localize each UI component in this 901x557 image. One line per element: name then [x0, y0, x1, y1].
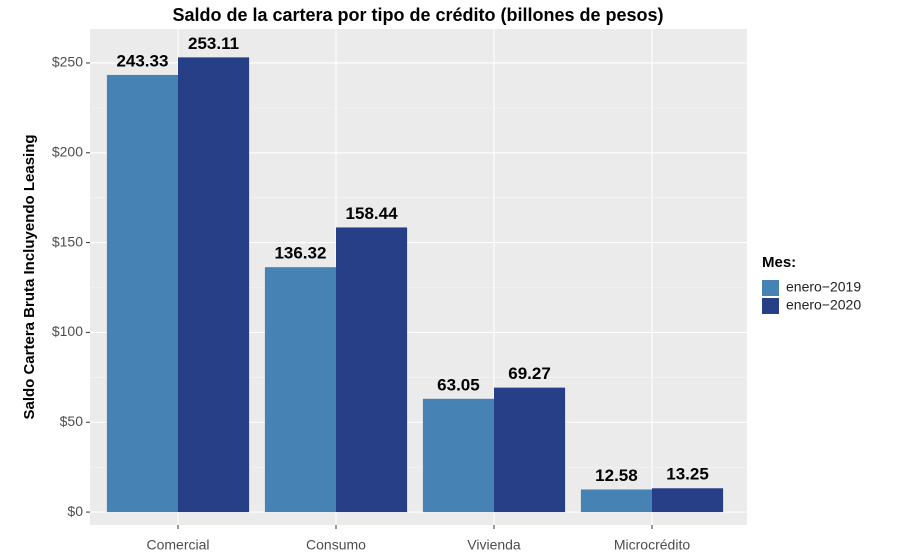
bar	[494, 387, 566, 513]
legend-swatch	[762, 298, 779, 314]
x-tick-label: Vivienda	[467, 537, 521, 553]
value-label: 12.58	[595, 466, 638, 485]
legend-title: Mes:	[762, 254, 796, 271]
y-tick-label: $200	[52, 143, 83, 159]
y-tick-label: $250	[52, 54, 83, 70]
y-axis-title: Saldo Cartera Bruta Incluyendo Leasing	[21, 134, 38, 419]
value-label: 253.11	[188, 34, 239, 53]
legend-label: enero−2020	[786, 297, 861, 313]
x-tick-label: Consumo	[306, 537, 366, 553]
x-tick-label: Comercial	[146, 537, 209, 553]
bar	[336, 227, 408, 513]
bar	[422, 398, 494, 513]
value-label: 13.25	[666, 465, 709, 484]
bar	[652, 488, 724, 513]
chart-title: Saldo de la cartera por tipo de crédito …	[172, 5, 663, 25]
y-tick-label: $150	[52, 233, 83, 249]
bar	[264, 267, 336, 513]
y-tick-label: $0	[67, 503, 83, 519]
bar	[106, 74, 178, 513]
y-tick-label: $100	[52, 323, 83, 339]
legend-swatch	[762, 280, 779, 296]
value-label: 158.44	[346, 204, 399, 223]
x-tick-label: Microcrédito	[614, 537, 690, 553]
bar	[178, 57, 250, 513]
value-label: 69.27	[508, 364, 551, 383]
y-tick-label: $50	[60, 413, 84, 429]
value-label: 243.33	[116, 51, 168, 70]
legend-label: enero−2019	[786, 279, 861, 295]
value-label: 136.32	[274, 244, 326, 263]
bar	[580, 489, 652, 513]
value-label: 63.05	[437, 375, 480, 394]
